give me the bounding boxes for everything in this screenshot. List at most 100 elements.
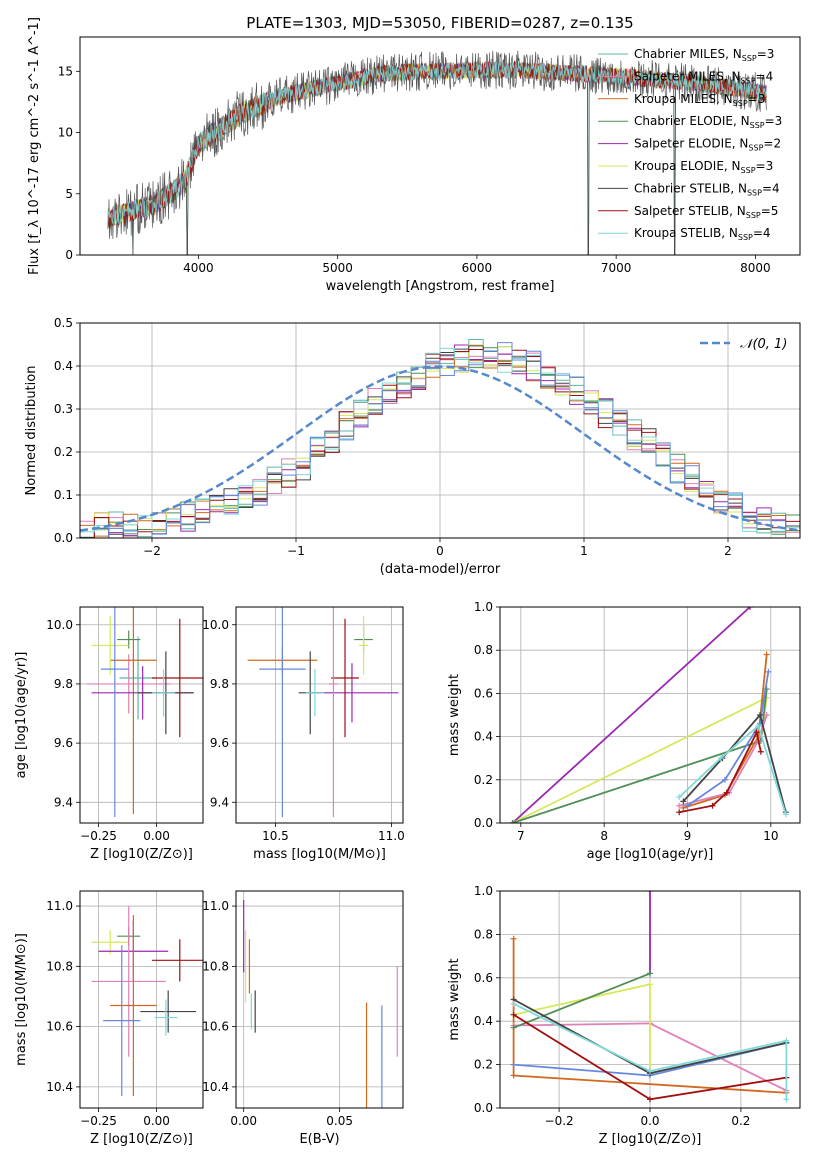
weight-marker	[680, 798, 687, 805]
weight-marker	[510, 1000, 517, 1007]
x-tick-label: −0.25	[80, 829, 117, 843]
residuals-axes: −2 −1 0 1 2 0.0 0.1 0.2 0.3 0.4 0.5 (data-model)/er…	[24, 316, 800, 577]
spectrum-series-line	[107, 61, 767, 224]
legend-count: =4	[756, 69, 774, 83]
legend-entry: Kroupa ELODIE, NSSP=3	[634, 159, 773, 175]
weight-series-line	[513, 983, 651, 1074]
weight-marker	[510, 1011, 517, 1018]
legend-count: =3	[757, 47, 775, 61]
y-tick-label: 1.0	[474, 600, 493, 614]
legend-subscript: SSP	[750, 121, 765, 130]
y-axis-label: mass weight	[447, 674, 462, 756]
y-tick-label: 9.4	[210, 795, 229, 809]
weight-marker	[765, 668, 772, 675]
y-tick-label: 0.0	[474, 816, 493, 830]
x-tick-label: 5000	[322, 261, 353, 275]
y-tick-label: 9.4	[54, 795, 73, 809]
legend-subscript: SSP	[746, 211, 761, 220]
y-tick-label: 0	[65, 248, 73, 262]
legend-entry: Kroupa STELIB, NSSP=4	[634, 226, 771, 242]
x-tick-label: 10	[763, 829, 778, 843]
x-tick-label: 7000	[601, 261, 632, 275]
y-axis-label: Normed distribution	[24, 366, 39, 496]
weight-series-line	[513, 972, 651, 1029]
x-tick-label: 0	[436, 544, 444, 558]
y-tick-label: 0.2	[474, 1058, 493, 1072]
histogram-series	[80, 342, 800, 538]
x-axis-label: E(B-V)	[299, 1132, 339, 1147]
y-tick-label: 5	[65, 187, 73, 201]
mass_vs_Z-errorbars	[91, 906, 203, 1096]
x-tick-label: −2	[143, 544, 161, 558]
x-tick-label: −0.25	[80, 1114, 117, 1128]
legend-entry: Chabrier MILES, NSSP=3	[634, 47, 774, 63]
residuals-frame	[79, 322, 801, 539]
age_vs_Z-errorbars	[86, 607, 203, 818]
age_vs_Z-axes: −0.25 0.00 9.4 9.6 9.8 10.0 Z [log10(Z/Z⊙)] age…	[14, 607, 203, 862]
weight-marker	[783, 1037, 790, 1044]
mass_vs_Z-axes: −0.25 0.00 10.4 10.6 10.8 11.0 Z [log10(Z/Z⊙)]…	[14, 891, 203, 1147]
weight-marker	[717, 755, 724, 762]
y-tick-label: 0.2	[474, 773, 493, 787]
y-tick-label: 0.0	[474, 1101, 493, 1115]
legend-count: =3	[765, 114, 783, 128]
x-axis-label: age [log10(age/yr)]	[587, 847, 714, 862]
y-tick-label: 1.0	[474, 884, 493, 898]
y-tick-label: 10.0	[46, 618, 73, 632]
x-tick-label: 10.5	[262, 829, 289, 843]
y-tick-label: 10.4	[46, 1080, 73, 1094]
mass_vs_EBV-axes: 0.00 0.05 10.4 10.6 10.8 11.0 E(B-V)	[202, 891, 403, 1147]
weight-marker	[647, 891, 653, 894]
weight-marker	[757, 748, 764, 755]
x-axis-label: Z [log10(Z/Z⊙)]	[90, 847, 193, 862]
weight-series-line	[512, 696, 768, 823]
y-tick-label: 9.8	[210, 677, 229, 691]
legend-subscript: SSP	[741, 76, 756, 85]
weight_vs_Z-frame	[499, 890, 801, 1109]
weight-marker	[680, 804, 687, 811]
y-tick-label: 9.6	[54, 736, 73, 750]
weight-series-line	[512, 688, 768, 823]
weight-marker	[723, 789, 730, 796]
weight-series-line	[686, 671, 770, 807]
x-tick-label: 0.00	[143, 829, 170, 843]
y-tick-label: 0.0	[54, 531, 73, 545]
age_vs_mass-errorbars	[247, 607, 399, 818]
weight_vs_age-lines	[509, 607, 789, 823]
x-axis-label: mass [log10(M/M⊙)]	[253, 847, 386, 862]
legend-entry: Kroupa MILES, NSSP=3	[634, 92, 765, 108]
x-axis-label: Z [log10(Z/Z⊙)]	[90, 1132, 193, 1147]
x-tick-label: −1	[287, 544, 305, 558]
weight_vs_age-frame	[499, 606, 801, 824]
legend-count: =2	[763, 137, 781, 151]
legend-subscript: SSP	[738, 233, 753, 242]
x-tick-label: 6000	[462, 261, 493, 275]
y-tick-label: 11.0	[46, 899, 73, 913]
x-tick-label: 0.00	[230, 1114, 257, 1128]
y-tick-label: 0.4	[474, 730, 493, 744]
histogram-steps	[80, 339, 800, 538]
weight-series-line	[682, 713, 787, 813]
y-tick-label: 0.8	[474, 643, 493, 657]
weight-marker	[676, 802, 683, 809]
y-tick-label: 0.2	[54, 445, 73, 459]
legend-subscript: SSP	[733, 99, 748, 108]
weight-marker	[647, 970, 653, 977]
legend-count: =3	[748, 92, 766, 106]
weight-marker	[783, 1096, 790, 1103]
y-axis-label: mass [log10(M/M⊙)]	[14, 933, 29, 1066]
weight-marker	[722, 776, 728, 783]
x-axis-label: Z [log10(Z/Z⊙)]	[599, 1132, 702, 1147]
y-tick-label: 0.3	[54, 402, 73, 416]
weight-marker	[510, 1072, 517, 1079]
legend-count: =3	[756, 159, 774, 173]
weight-marker	[676, 794, 683, 801]
weight-series-line	[678, 714, 768, 807]
weight_vs_age-axes: 7 8 9 10 0.0 0.2 0.4 0.6 0.8 1.0 age [log10(age/yr…	[447, 600, 800, 862]
legend-subscript: SSP	[748, 144, 763, 153]
weight-marker	[510, 1061, 517, 1068]
y-tick-label: 9.6	[210, 736, 229, 750]
age_vs_mass-frame	[235, 606, 404, 824]
spectrum-series-line	[107, 50, 767, 255]
